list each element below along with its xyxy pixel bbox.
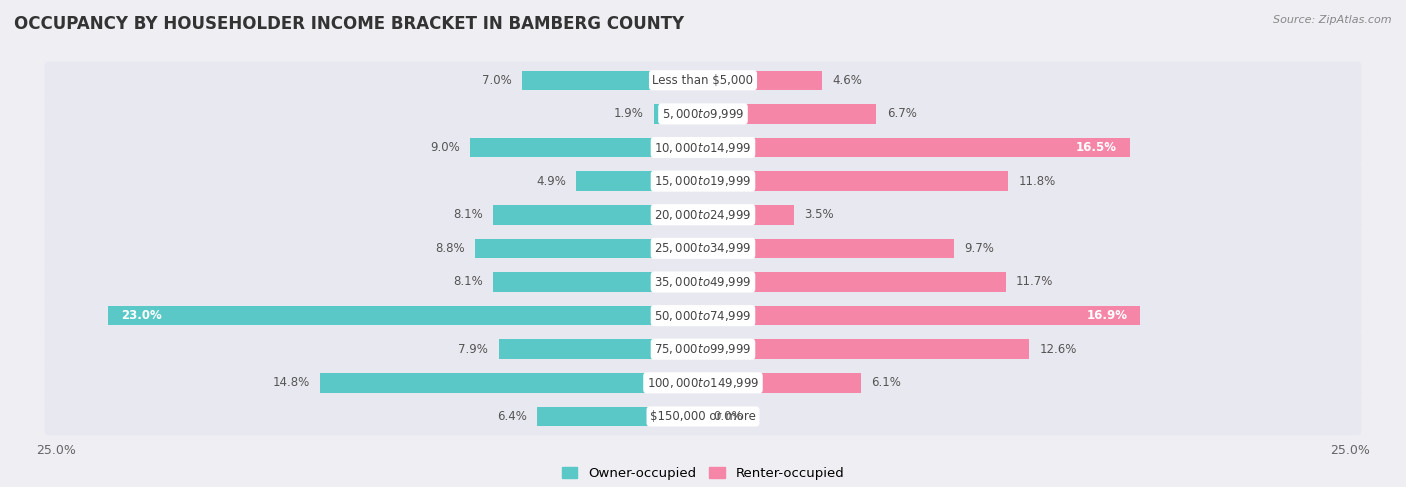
- Text: $150,000 or more: $150,000 or more: [650, 410, 756, 423]
- Bar: [703, 171, 1008, 191]
- Text: $50,000 to $74,999: $50,000 to $74,999: [654, 309, 752, 322]
- Legend: Owner-occupied, Renter-occupied: Owner-occupied, Renter-occupied: [557, 461, 849, 485]
- Bar: [703, 104, 876, 124]
- Text: 9.7%: 9.7%: [965, 242, 994, 255]
- Bar: [703, 239, 953, 258]
- Bar: [537, 407, 703, 426]
- Text: $35,000 to $49,999: $35,000 to $49,999: [654, 275, 752, 289]
- Text: 0.0%: 0.0%: [713, 410, 742, 423]
- FancyBboxPatch shape: [45, 61, 1361, 99]
- Text: 7.9%: 7.9%: [458, 343, 488, 356]
- Text: 16.9%: 16.9%: [1087, 309, 1128, 322]
- Text: 6.4%: 6.4%: [498, 410, 527, 423]
- FancyBboxPatch shape: [45, 364, 1361, 402]
- Text: 7.0%: 7.0%: [482, 74, 512, 87]
- Text: OCCUPANCY BY HOUSEHOLDER INCOME BRACKET IN BAMBERG COUNTY: OCCUPANCY BY HOUSEHOLDER INCOME BRACKET …: [14, 15, 685, 33]
- Text: $75,000 to $99,999: $75,000 to $99,999: [654, 342, 752, 356]
- Text: 11.7%: 11.7%: [1017, 276, 1053, 288]
- Bar: [703, 272, 1005, 292]
- Bar: [703, 306, 1140, 325]
- Text: $10,000 to $14,999: $10,000 to $14,999: [654, 141, 752, 154]
- Bar: [470, 138, 703, 157]
- FancyBboxPatch shape: [45, 397, 1361, 435]
- Bar: [703, 71, 823, 90]
- Text: $25,000 to $34,999: $25,000 to $34,999: [654, 242, 752, 255]
- Bar: [499, 339, 703, 359]
- Text: 4.6%: 4.6%: [832, 74, 862, 87]
- Bar: [703, 138, 1130, 157]
- FancyBboxPatch shape: [45, 196, 1361, 234]
- Text: 6.7%: 6.7%: [887, 108, 917, 120]
- Bar: [703, 205, 793, 225]
- FancyBboxPatch shape: [45, 129, 1361, 167]
- Text: $15,000 to $19,999: $15,000 to $19,999: [654, 174, 752, 188]
- Bar: [703, 373, 860, 393]
- Bar: [108, 306, 703, 325]
- Bar: [654, 104, 703, 124]
- Text: Less than $5,000: Less than $5,000: [652, 74, 754, 87]
- FancyBboxPatch shape: [45, 95, 1361, 133]
- FancyBboxPatch shape: [45, 162, 1361, 200]
- Text: 12.6%: 12.6%: [1039, 343, 1077, 356]
- Text: 8.1%: 8.1%: [453, 208, 484, 221]
- Text: 11.8%: 11.8%: [1018, 175, 1056, 187]
- FancyBboxPatch shape: [45, 297, 1361, 335]
- FancyBboxPatch shape: [45, 330, 1361, 368]
- Text: 14.8%: 14.8%: [273, 376, 309, 389]
- Bar: [703, 339, 1029, 359]
- Text: 1.9%: 1.9%: [613, 108, 644, 120]
- Bar: [494, 272, 703, 292]
- Bar: [576, 171, 703, 191]
- Bar: [321, 373, 703, 393]
- Text: 9.0%: 9.0%: [430, 141, 460, 154]
- Text: 8.1%: 8.1%: [453, 276, 484, 288]
- Text: Source: ZipAtlas.com: Source: ZipAtlas.com: [1274, 15, 1392, 25]
- Text: 16.5%: 16.5%: [1076, 141, 1116, 154]
- Bar: [522, 71, 703, 90]
- Text: $100,000 to $149,999: $100,000 to $149,999: [647, 376, 759, 390]
- Bar: [475, 239, 703, 258]
- Text: 23.0%: 23.0%: [121, 309, 162, 322]
- Text: 8.8%: 8.8%: [436, 242, 465, 255]
- FancyBboxPatch shape: [45, 229, 1361, 267]
- Bar: [494, 205, 703, 225]
- Text: 4.9%: 4.9%: [536, 175, 565, 187]
- Text: $20,000 to $24,999: $20,000 to $24,999: [654, 208, 752, 222]
- Text: 6.1%: 6.1%: [872, 376, 901, 389]
- FancyBboxPatch shape: [45, 263, 1361, 301]
- Text: 3.5%: 3.5%: [804, 208, 834, 221]
- Text: $5,000 to $9,999: $5,000 to $9,999: [662, 107, 744, 121]
